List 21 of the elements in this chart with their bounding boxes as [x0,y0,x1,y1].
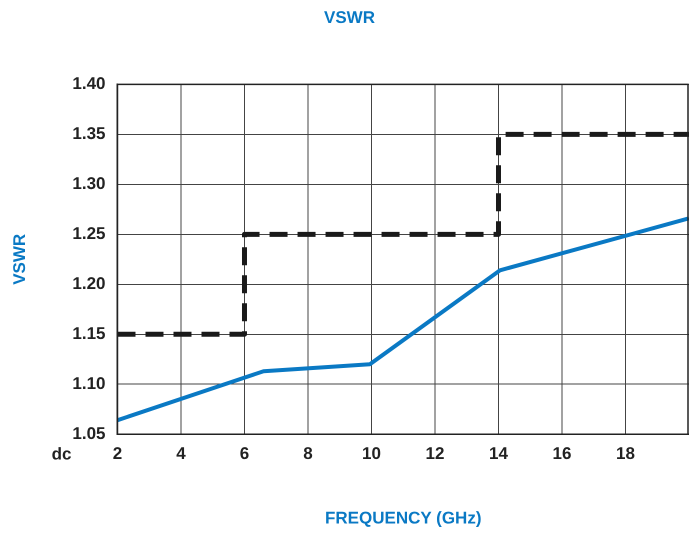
y-tick-label: 1.05 [72,424,106,443]
x-tick-label: 16 [552,444,572,464]
y-tick-label: 1.15 [72,324,106,343]
y-axis-title: VSWR [10,234,29,285]
x-tick-label: 12 [426,444,444,464]
x-axis-title: FREQUENCY (GHz) [325,508,482,528]
y-tick-label: 1.40 [72,74,106,94]
y-tick-label: 1.35 [72,124,106,144]
y-tick-label: 1.25 [72,224,106,243]
x-tick-label: 14 [489,444,508,464]
y-tick-label: 1.10 [72,374,106,393]
x-tick-label: 10 [362,444,381,464]
y-tick-label: 1.20 [72,274,106,293]
text: dc [52,444,72,464]
x-tick-label: 6 [240,444,250,464]
x-tick-label: 4 [176,444,186,464]
x-tick-label: 18 [616,444,635,464]
x-tick-label: 2 [112,444,122,464]
chart-title: VSWR [324,8,375,27]
x-tick-label: 8 [303,444,313,464]
y-tick-label: 1.30 [72,174,106,194]
